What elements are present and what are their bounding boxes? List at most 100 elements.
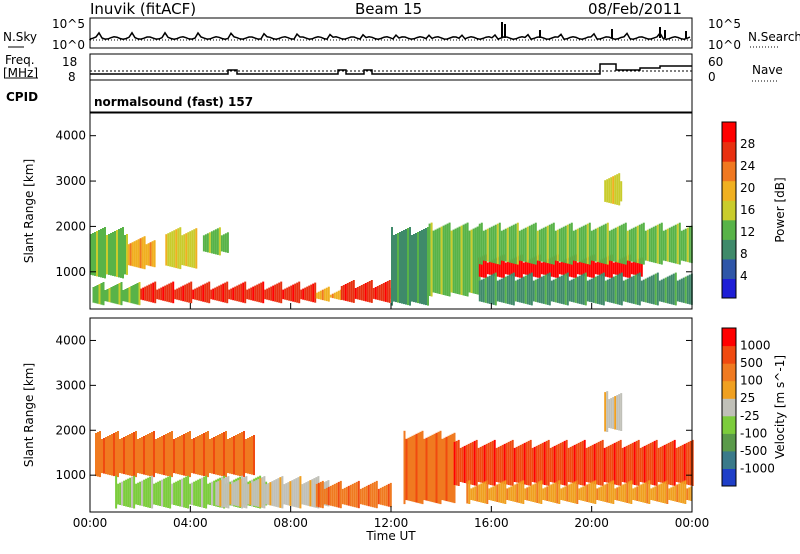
power-data-strip — [335, 291, 338, 300]
power-data-strip — [216, 228, 219, 255]
velocity-data-strip — [213, 480, 216, 506]
velocity-data-strip — [586, 484, 589, 502]
power-data-strip — [214, 229, 217, 255]
power-data-strip — [220, 235, 223, 252]
velocity-data-strip — [557, 443, 560, 484]
velocity-data-strip — [533, 446, 536, 483]
power-data-strip — [92, 287, 95, 303]
power-data-strip — [282, 289, 285, 300]
velocity-data-strip — [159, 437, 161, 475]
velocity-data-strip — [603, 447, 606, 482]
power-data-strip — [644, 278, 647, 303]
nsky-frame — [89, 17, 693, 49]
velocity-data-strip — [203, 476, 206, 508]
power-data-strip — [570, 279, 573, 302]
power-data-strip — [520, 277, 523, 303]
velocity-data-strip — [594, 480, 597, 504]
power-data-strip — [268, 287, 271, 301]
velocity-data-strip — [622, 484, 625, 502]
velocity-data-strip — [377, 488, 380, 505]
velocity-data-strip — [604, 484, 607, 502]
velocity-data-strip — [609, 444, 612, 484]
velocity-data-strip — [600, 486, 603, 501]
velocity-data-strip — [161, 436, 163, 475]
velocity-xlabel: Time UT — [365, 529, 416, 543]
power-data-strip — [374, 287, 377, 300]
power-data-strip — [540, 262, 543, 275]
velocity-data-strip — [103, 438, 105, 474]
power-data-strip — [510, 225, 513, 264]
power-data-strip — [596, 261, 599, 275]
power-data-strip — [604, 257, 607, 277]
velocity-data-strip — [469, 442, 472, 485]
power-data-strip — [183, 234, 186, 266]
velocity-data-strip — [590, 482, 593, 503]
power-data-strip — [550, 280, 553, 302]
velocity-data-strip — [253, 481, 256, 506]
power-data-strip — [572, 230, 575, 261]
velocity-data-strip — [297, 477, 300, 508]
power-data-strip — [496, 223, 499, 265]
velocity-data-strip — [501, 444, 504, 484]
power-data-strip — [152, 282, 155, 303]
power-data-strip — [606, 279, 609, 302]
power-data-strip — [616, 274, 619, 305]
velocity-data-strip — [265, 484, 268, 505]
velocity-data-strip — [177, 480, 180, 506]
velocity-data-strip — [119, 482, 122, 505]
velocity-data-strip — [359, 488, 362, 505]
power-data-strip — [496, 280, 499, 302]
nsky-line — [89, 31, 691, 41]
power-data-strip — [358, 286, 361, 300]
velocity-data-strip — [527, 440, 530, 486]
velocity-data-strip — [678, 483, 681, 503]
velocity-data-strip — [123, 437, 125, 475]
power-colorbar-label: Power [dB] — [773, 177, 787, 242]
power-colorbar-tick-label: 20 — [740, 181, 755, 195]
velocity-data-strip — [545, 440, 548, 486]
power-data-strip — [532, 223, 535, 265]
power-data-strip — [598, 274, 601, 305]
velocity-data-strip — [171, 431, 173, 478]
velocity-data-strip — [624, 483, 627, 503]
power-data-strip — [240, 283, 243, 303]
velocity-data-strip — [117, 431, 119, 478]
power-data-strip — [684, 228, 687, 262]
power-data-strip — [630, 228, 633, 262]
velocity-data-strip — [496, 484, 499, 502]
velocity-data-strip — [546, 486, 549, 501]
power-data-strip — [636, 273, 639, 305]
power-data-strip — [222, 234, 225, 252]
power-data-strip — [384, 282, 387, 302]
power-data-strip — [344, 284, 347, 301]
velocity-data-strip — [652, 487, 655, 501]
power-data-strip — [514, 280, 517, 302]
power-data-strip — [676, 223, 679, 265]
velocity-data-strip — [371, 482, 374, 508]
velocity-colorbar-tick-label: 100 — [740, 374, 763, 388]
velocity-data-strip — [588, 483, 591, 503]
date-title: 08/Feb/2011 — [588, 0, 682, 18]
velocity-colorbar-tick-label: -100 — [740, 426, 767, 440]
power-data-strip — [478, 257, 481, 277]
velocity-data-strip — [578, 488, 581, 500]
velocity-data-strip — [688, 487, 691, 501]
velocity-data-strip — [657, 447, 660, 482]
velocity-data-strip — [606, 391, 609, 432]
power-data-strip — [397, 233, 399, 303]
velocity-data-strip — [373, 481, 376, 508]
velocity-data-strip — [251, 436, 253, 475]
power-data-strip — [498, 279, 501, 302]
velocity-data-strip — [650, 488, 653, 500]
power-data-strip — [405, 229, 407, 305]
velocity-data-strip — [211, 481, 214, 506]
power-data-strip — [490, 274, 493, 305]
power-data-strip — [204, 234, 207, 252]
power-colorbar-cell — [722, 219, 736, 240]
power-data-strip — [315, 292, 318, 299]
velocity-colorbar-tick-label: 25 — [740, 391, 755, 405]
velocity-data-strip — [567, 447, 570, 482]
power-data-strip — [526, 260, 529, 276]
velocity-data-strip — [616, 395, 619, 430]
power-data-strip — [562, 226, 565, 263]
